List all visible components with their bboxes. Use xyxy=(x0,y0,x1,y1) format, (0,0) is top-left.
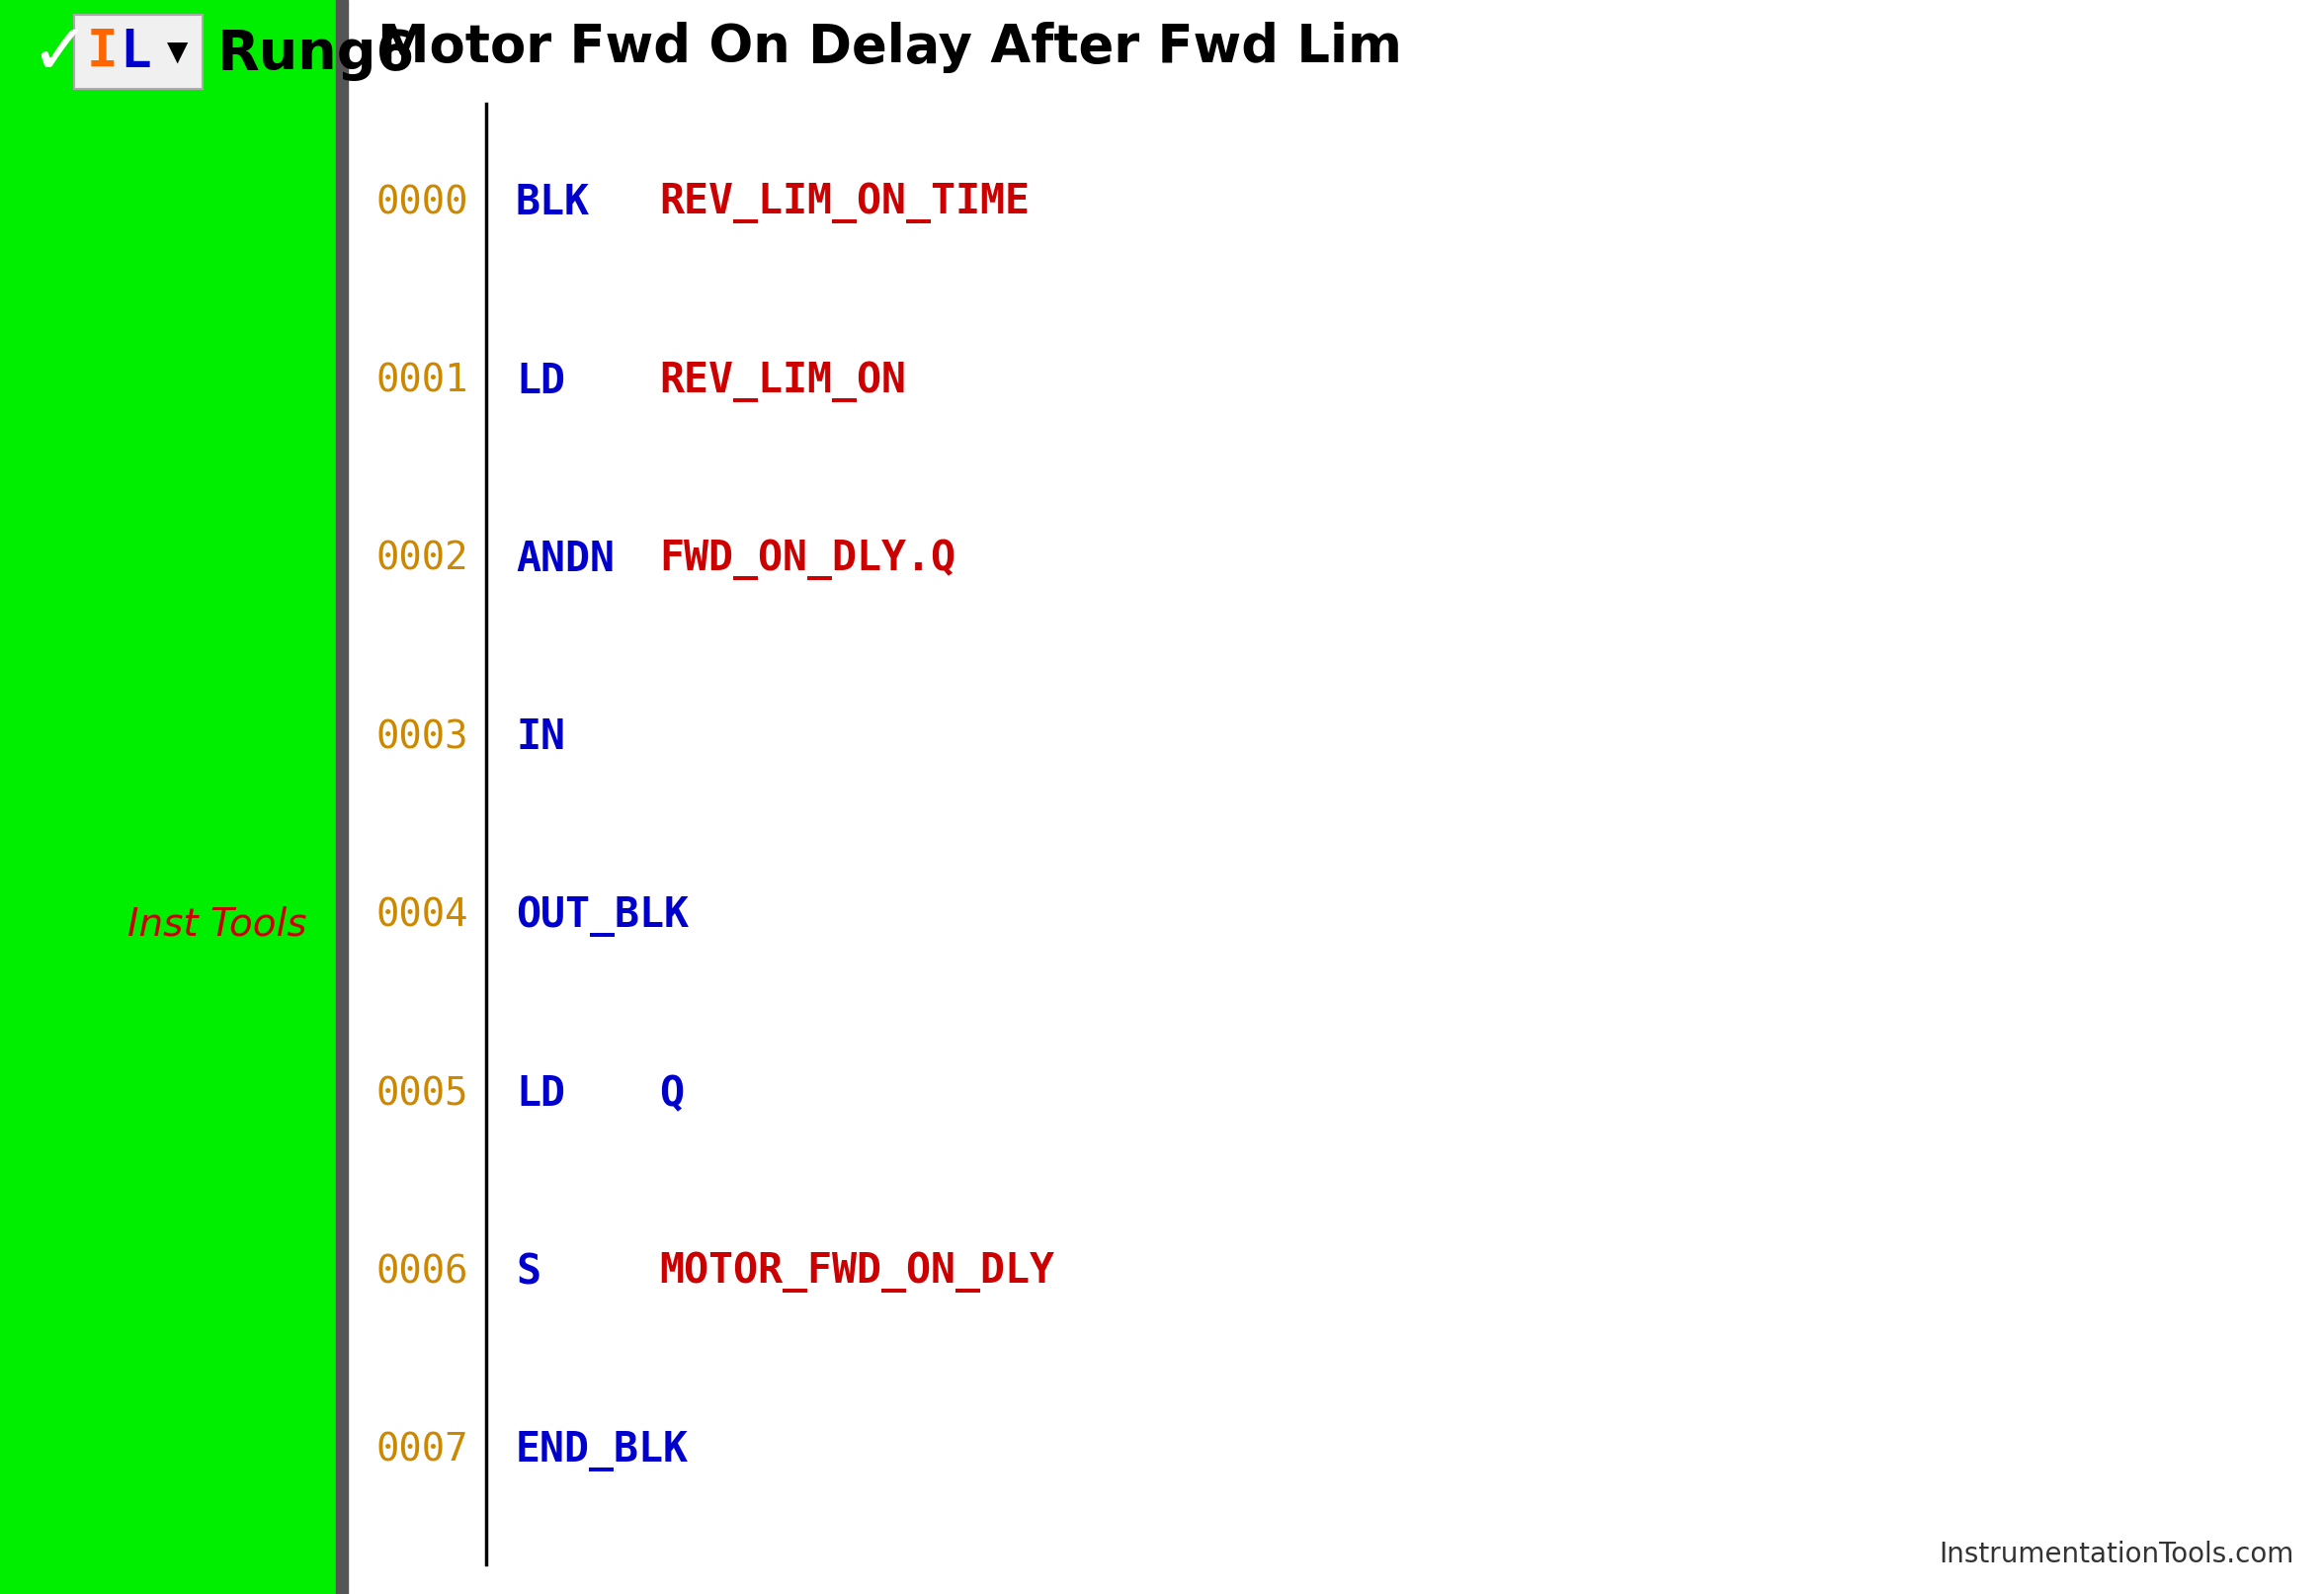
Text: MOTOR_FWD_ON_DLY: MOTOR_FWD_ON_DLY xyxy=(660,1251,1055,1293)
Text: REV_LIM_ON_TIME: REV_LIM_ON_TIME xyxy=(660,182,1030,223)
Text: 0004: 0004 xyxy=(376,897,467,934)
Text: IN: IN xyxy=(516,717,565,759)
Text: S: S xyxy=(516,1251,541,1293)
Text: I: I xyxy=(86,26,119,78)
Text: Motor Fwd On Delay After Fwd Lim: Motor Fwd On Delay After Fwd Lim xyxy=(376,22,1401,73)
Text: 0001: 0001 xyxy=(376,362,467,400)
Text: 0007: 0007 xyxy=(376,1431,467,1470)
Text: FWD_ON_DLY.Q: FWD_ON_DLY.Q xyxy=(660,539,955,580)
Text: ✓: ✓ xyxy=(30,21,88,88)
Text: 0005: 0005 xyxy=(376,1076,467,1113)
Text: Inst Tools: Inst Tools xyxy=(128,905,307,944)
Bar xyxy=(74,14,202,89)
Text: Rung6: Rung6 xyxy=(218,27,416,81)
Bar xyxy=(0,0,337,1594)
Text: Q: Q xyxy=(660,1073,683,1114)
Text: REV_LIM_ON: REV_LIM_ON xyxy=(660,360,906,402)
Text: OUT_BLK: OUT_BLK xyxy=(516,894,688,937)
Text: BLK: BLK xyxy=(516,182,590,223)
Text: InstrumentationTools.com: InstrumentationTools.com xyxy=(1938,1541,2294,1568)
Text: LD: LD xyxy=(516,1073,565,1114)
Text: ▼: ▼ xyxy=(167,38,188,65)
Text: END_BLK: END_BLK xyxy=(516,1430,688,1471)
Text: 0003: 0003 xyxy=(376,719,467,756)
Text: 0000: 0000 xyxy=(376,183,467,222)
Text: LD: LD xyxy=(516,360,565,402)
Text: L: L xyxy=(119,26,151,78)
Text: 0002: 0002 xyxy=(376,540,467,579)
Bar xyxy=(337,0,349,1594)
Text: 0006: 0006 xyxy=(376,1253,467,1291)
Bar xyxy=(349,0,2324,1594)
Text: ANDN: ANDN xyxy=(516,539,614,580)
